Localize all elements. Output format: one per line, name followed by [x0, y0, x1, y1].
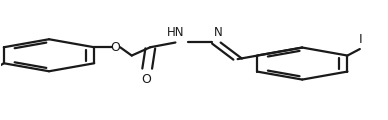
Text: HN: HN [167, 26, 184, 39]
Text: O: O [111, 41, 120, 54]
Text: I: I [359, 33, 363, 46]
Text: O: O [142, 73, 151, 86]
Text: N: N [214, 26, 222, 39]
